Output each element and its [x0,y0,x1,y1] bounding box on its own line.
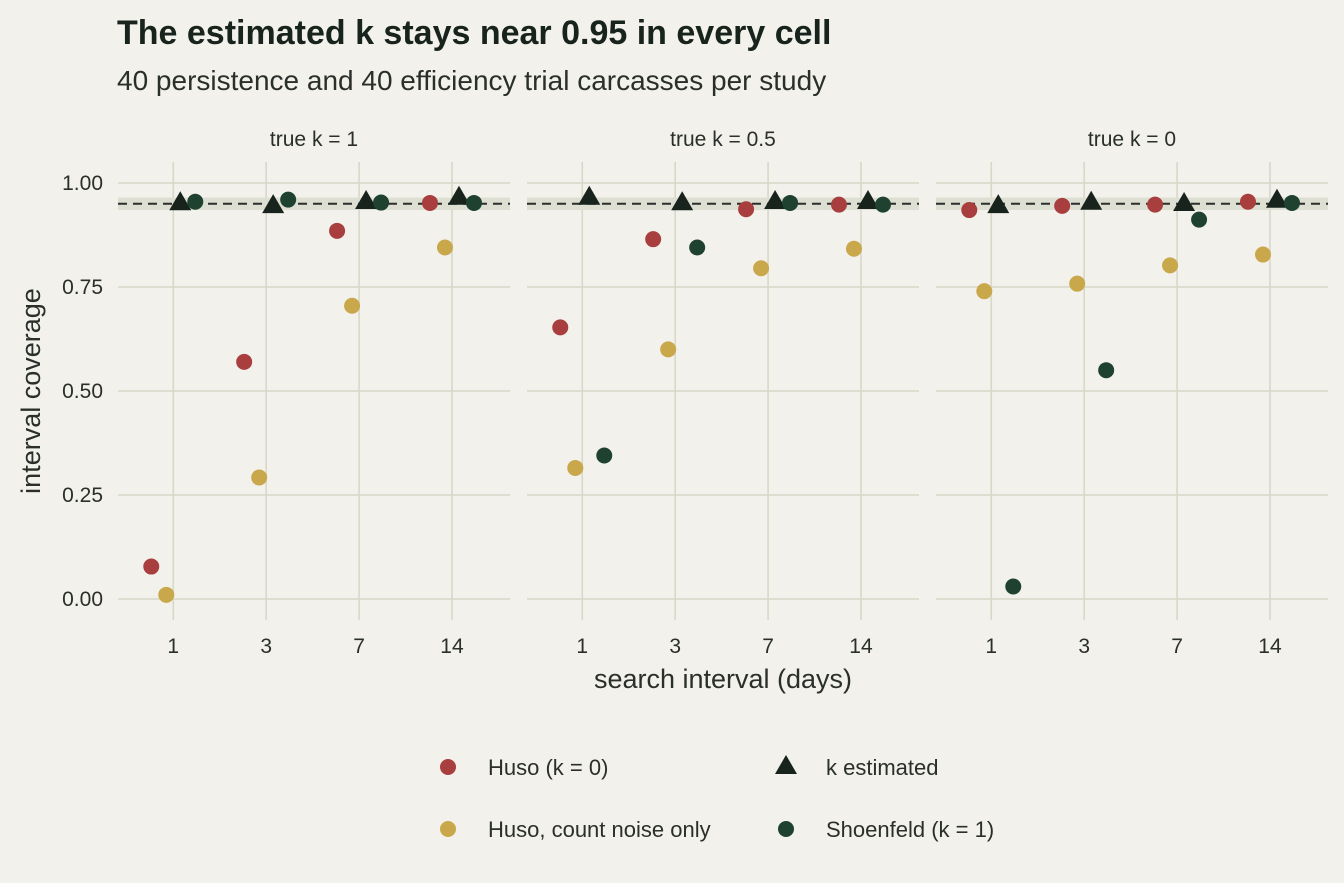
data-point-circle [753,260,770,277]
data-point-triangle [987,194,1010,214]
y-tick-label: 1.00 [62,172,103,195]
x-tick-label: 3 [260,635,272,658]
legend-item: Shoenfeld (k = 1) [778,817,994,842]
data-point-triangle [169,191,192,211]
data-point-circle [465,194,482,211]
data-point-circle [329,222,346,239]
x-tick-label: 7 [762,635,774,658]
legend-item: k estimated [775,755,939,780]
panel-strip-label: true k = 1 [270,128,358,151]
x-tick-label: 14 [1258,635,1282,658]
legend-label: Huso (k = 0) [488,755,608,780]
data-point-circle [1147,196,1164,213]
legend-label: Huso, count noise only [488,817,711,842]
data-point-circle [1283,194,1300,211]
legend-key-triangle [775,755,797,774]
data-point-circle [158,586,175,603]
panel-strip-label: true k = 0.5 [670,128,776,151]
legend-key-circle [778,821,794,837]
data-point-circle [143,558,160,575]
data-point-circle [738,201,755,218]
y-tick-label: 0.00 [62,588,103,611]
chart-subtitle: 40 persistence and 40 efficiency trial c… [117,65,826,96]
x-tick-label: 1 [576,635,588,658]
data-point-circle [1054,197,1071,214]
y-tick-label: 0.25 [62,484,103,507]
data-point-circle [660,341,677,358]
x-tick-label: 1 [985,635,997,658]
data-point-circle [187,193,204,210]
data-point-circle [830,196,847,213]
data-point-triangle [262,194,285,214]
panel-2: true k = 0.5 1 3 7 14 [527,128,919,658]
data-point-circle [976,283,993,300]
data-point-circle [344,297,361,314]
data-point-circle [1005,578,1022,595]
legend-key-circle [440,759,456,775]
data-point-circle [1254,246,1271,263]
data-point-triangle [671,191,694,211]
data-point-circle [1239,193,1256,210]
data-point-circle [567,459,584,476]
x-tick-label: 7 [1171,635,1183,658]
data-point-circle [236,353,253,370]
data-point-circle [645,231,662,248]
legend-label: k estimated [826,755,939,780]
x-tick-label: 3 [1078,635,1090,658]
data-point-triangle [764,189,787,209]
x-tick-label: 14 [849,635,873,658]
data-point-circle [421,194,438,211]
panel-1: true k = 1 1 3 7 14 [118,128,510,658]
chart-title: The estimated k stays near 0.95 in every… [117,14,831,52]
data-point-triangle [1173,192,1196,212]
legend-item: Huso (k = 0) [440,755,608,780]
data-point-circle [782,194,799,211]
legend-label: Shoenfeld (k = 1) [826,817,994,842]
panel-3: true k = 0 1 3 7 14 [936,128,1328,658]
data-point-triangle [1080,190,1103,210]
data-point-circle [1162,257,1179,274]
y-tick-label: 0.75 [62,276,103,299]
data-point-triangle [355,189,378,209]
data-point-circle [1069,275,1086,292]
data-point-circle [373,194,390,211]
data-point-circle [596,447,613,464]
data-point-circle [280,191,297,208]
legend-item: Huso, count noise only [440,817,711,842]
data-point-circle [251,469,268,486]
data-point-triangle [447,185,470,205]
data-point-circle [552,319,569,336]
data-point-circle [845,240,862,257]
data-point-triangle [578,185,601,205]
y-tick-label: 0.50 [62,380,103,403]
x-tick-label: 3 [669,635,681,658]
data-point-circle [689,239,706,256]
legend: Huso (k = 0) Huso, count noise only k esti… [440,755,994,842]
y-axis-label: interval coverage [16,288,46,494]
data-point-circle [961,202,978,219]
data-point-circle [436,239,453,256]
x-tick-label: 14 [440,635,464,658]
data-point-circle [1191,211,1208,228]
legend-key-circle [440,821,456,837]
panel-strip-label: true k = 0 [1088,128,1176,151]
data-point-triangle [1265,188,1288,208]
x-tick-label: 1 [167,635,179,658]
x-tick-label: 7 [353,635,365,658]
data-point-triangle [856,189,879,209]
data-point-circle [874,196,891,213]
data-point-circle [1098,362,1115,379]
x-axis-label: search interval (days) [594,664,852,694]
